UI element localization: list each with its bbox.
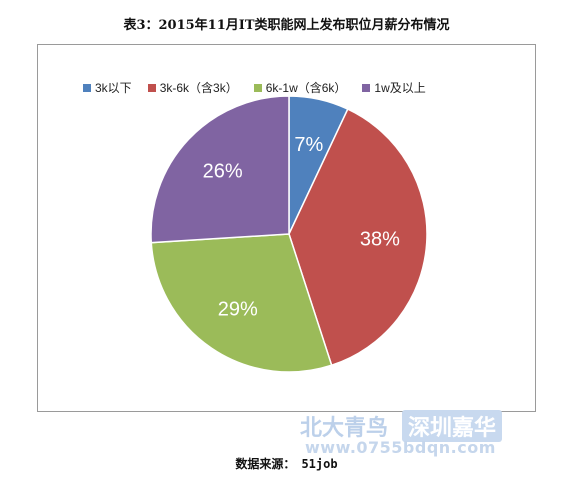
- slice-label-0: 7%: [294, 134, 323, 156]
- source-value: 51job: [301, 457, 338, 471]
- legend-swatch-3: [362, 83, 371, 92]
- chart-frame: 3k以下 3k-6k（含3k） 6k-1w（含6k） 1w及以上 7% 38% 29…: [37, 44, 536, 412]
- legend: 3k以下 3k-6k（含3k） 6k-1w（含6k） 1w及以上: [83, 79, 426, 96]
- pie-chart: 7% 38% 29% 26%: [150, 95, 428, 373]
- legend-swatch-0: [83, 83, 91, 92]
- slice-label-1: 38%: [360, 229, 400, 251]
- slice-label-2: 29%: [218, 298, 258, 320]
- legend-label-0: 3k以下: [95, 81, 132, 95]
- legend-item-1: 3k-6k（含3k）: [147, 79, 238, 96]
- watermark-brand-right: 深圳嘉华: [402, 410, 503, 442]
- chart-title: 表3：2015年11月IT类职能网上发布职位月薪分布情况: [123, 18, 450, 33]
- legend-item-2: 6k-1w（含6k）: [253, 79, 347, 96]
- pie-slice-2: [150, 233, 333, 373]
- legend-swatch-2: [253, 83, 262, 92]
- legend-item-0: 3k以下: [83, 79, 132, 96]
- watermark-url: www.0755bdqn.com: [305, 438, 496, 457]
- watermark-brand: 北大青鸟 深圳嘉华: [300, 410, 503, 442]
- source-label: 数据来源：: [235, 457, 296, 471]
- legend-label-3: 1w及以上: [374, 81, 426, 95]
- watermark-brand-left: 北大青鸟: [300, 416, 389, 441]
- pie-slice-3: [150, 95, 290, 244]
- slice-label-3: 26%: [203, 161, 243, 183]
- legend-label-1: 3k-6k（含3k）: [159, 81, 238, 95]
- legend-label-2: 6k-1w（含6k）: [265, 81, 347, 95]
- pie-slice-1: [288, 108, 428, 367]
- legend-swatch-1: [147, 83, 156, 92]
- legend-item-3: 1w及以上: [362, 79, 426, 96]
- data-source: 数据来源： 51job: [0, 455, 573, 472]
